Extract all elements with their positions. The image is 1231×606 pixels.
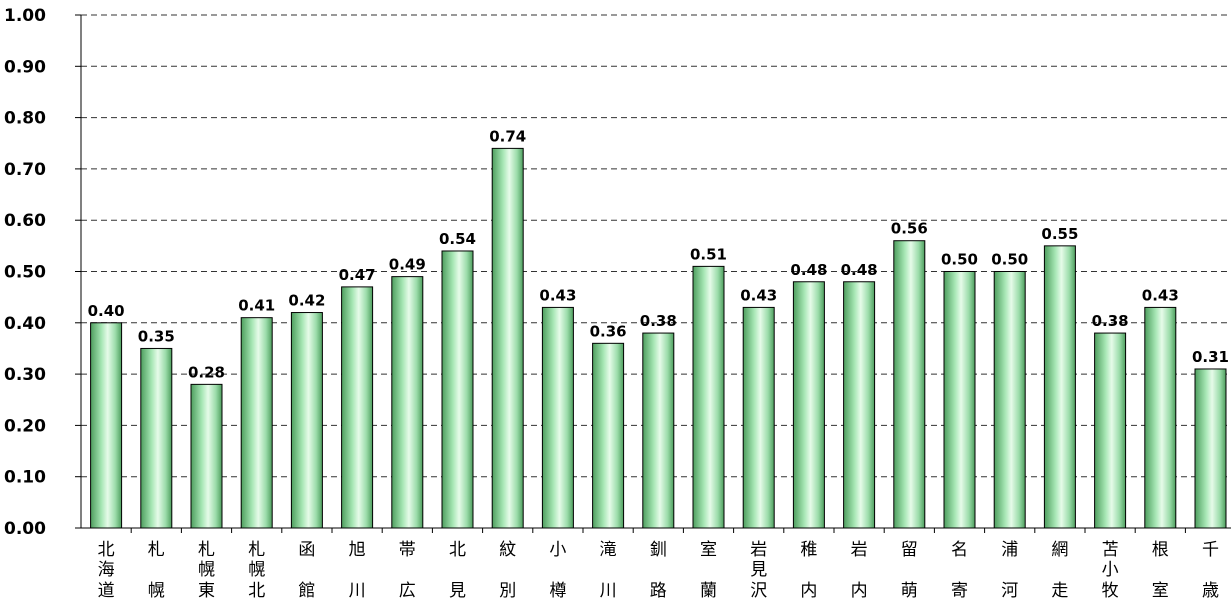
data-label: 0.50: [941, 251, 978, 269]
bar: [1094, 332, 1127, 529]
bar: [491, 147, 524, 529]
axes: 0.00 0.10 0.20 0.30 0.40 0.50 0.60 0.70 0.80 0.90…: [4, 6, 1231, 539]
bar: [290, 312, 323, 529]
bar: [592, 342, 625, 529]
y-tick-label: 0.20: [4, 416, 46, 436]
data-label: 0.56: [891, 220, 928, 238]
bar: [140, 347, 173, 529]
bar: [240, 317, 273, 529]
data-label: 0.43: [539, 286, 576, 304]
data-label: 0.49: [389, 256, 426, 274]
data-label: 0.43: [740, 286, 777, 304]
data-label: 0.47: [339, 266, 376, 284]
data-label: 0.43: [1142, 286, 1179, 304]
data-label: 0.50: [991, 251, 1028, 269]
category-label: 札幌東: [198, 540, 215, 601]
category-label: 函館: [298, 540, 315, 601]
category-label: 浦河: [1001, 540, 1018, 601]
y-tick-label: 0.60: [4, 211, 46, 231]
category-label: 小樽: [549, 540, 566, 601]
data-label: 0.48: [790, 261, 827, 279]
category-label: 網走: [1051, 540, 1068, 601]
bar: [1144, 306, 1177, 529]
y-tick-label: 0.10: [4, 468, 46, 488]
bar: [742, 306, 775, 529]
bar: [993, 271, 1026, 529]
y-tick-label: 0.30: [4, 365, 46, 385]
bar: [843, 281, 876, 529]
category-label: 札幌: [148, 540, 165, 601]
category-label: 岩内: [851, 540, 868, 601]
y-tick-label: 0.70: [4, 160, 46, 180]
data-label: 0.38: [640, 312, 677, 330]
data-label: 0.54: [439, 230, 476, 248]
category-label: 旭川: [349, 540, 366, 601]
data-label: 0.40: [88, 302, 125, 320]
bar: [441, 250, 474, 529]
data-label: 0.36: [590, 322, 627, 340]
bar: [642, 332, 675, 529]
data-label: 0.28: [188, 363, 225, 381]
bar: [541, 306, 574, 529]
category-label: 稚内: [800, 540, 817, 601]
bar: [341, 286, 374, 529]
category-label: 札幌北: [248, 540, 265, 601]
data-labels: 0.40 0.35 0.28 0.41 0.42 0.47 0.49 0.54 0.74 0.43…: [88, 127, 1229, 381]
bar: [391, 276, 424, 529]
category-label: 北海道: [98, 540, 115, 601]
data-label: 0.42: [288, 292, 325, 310]
bar: [90, 322, 123, 529]
data-label: 0.51: [690, 245, 727, 263]
category-label: 岩見沢: [750, 540, 767, 601]
bar: [792, 281, 825, 529]
bar: [1194, 368, 1227, 529]
bar: [1043, 245, 1076, 529]
y-tick-label: 0.40: [4, 314, 46, 334]
bar: [190, 383, 223, 529]
category-label: 室蘭: [700, 540, 717, 601]
data-label: 0.48: [841, 261, 878, 279]
category-label: 千歳: [1202, 540, 1219, 601]
data-label: 0.41: [238, 297, 275, 315]
bars: [90, 147, 1227, 529]
data-label: 0.35: [138, 327, 175, 345]
data-label: 0.31: [1192, 348, 1229, 366]
data-label: 0.38: [1092, 312, 1129, 330]
category-label: 根室: [1152, 540, 1169, 601]
category-label: 紋別: [499, 540, 516, 601]
category-label: 帯広: [399, 540, 416, 601]
data-label: 0.74: [489, 127, 526, 145]
bar: [893, 240, 926, 529]
bar: [943, 271, 976, 529]
category-label: 釧路: [650, 540, 667, 601]
data-label: 0.55: [1041, 225, 1078, 243]
y-tick-label: 0.80: [4, 109, 46, 129]
y-tick-label: 1.00: [4, 6, 46, 26]
category-label: 名寄: [951, 540, 968, 601]
y-tick-label: 0.90: [4, 57, 46, 77]
category-label: 留萌: [901, 540, 918, 601]
y-tick-label: 0.00: [4, 519, 46, 539]
category-label: 苫小牧: [1102, 540, 1119, 601]
bar: [692, 265, 725, 529]
category-label: 滝川: [600, 540, 617, 601]
category-label: 北見: [449, 540, 466, 601]
y-tick-label: 0.50: [4, 263, 46, 283]
